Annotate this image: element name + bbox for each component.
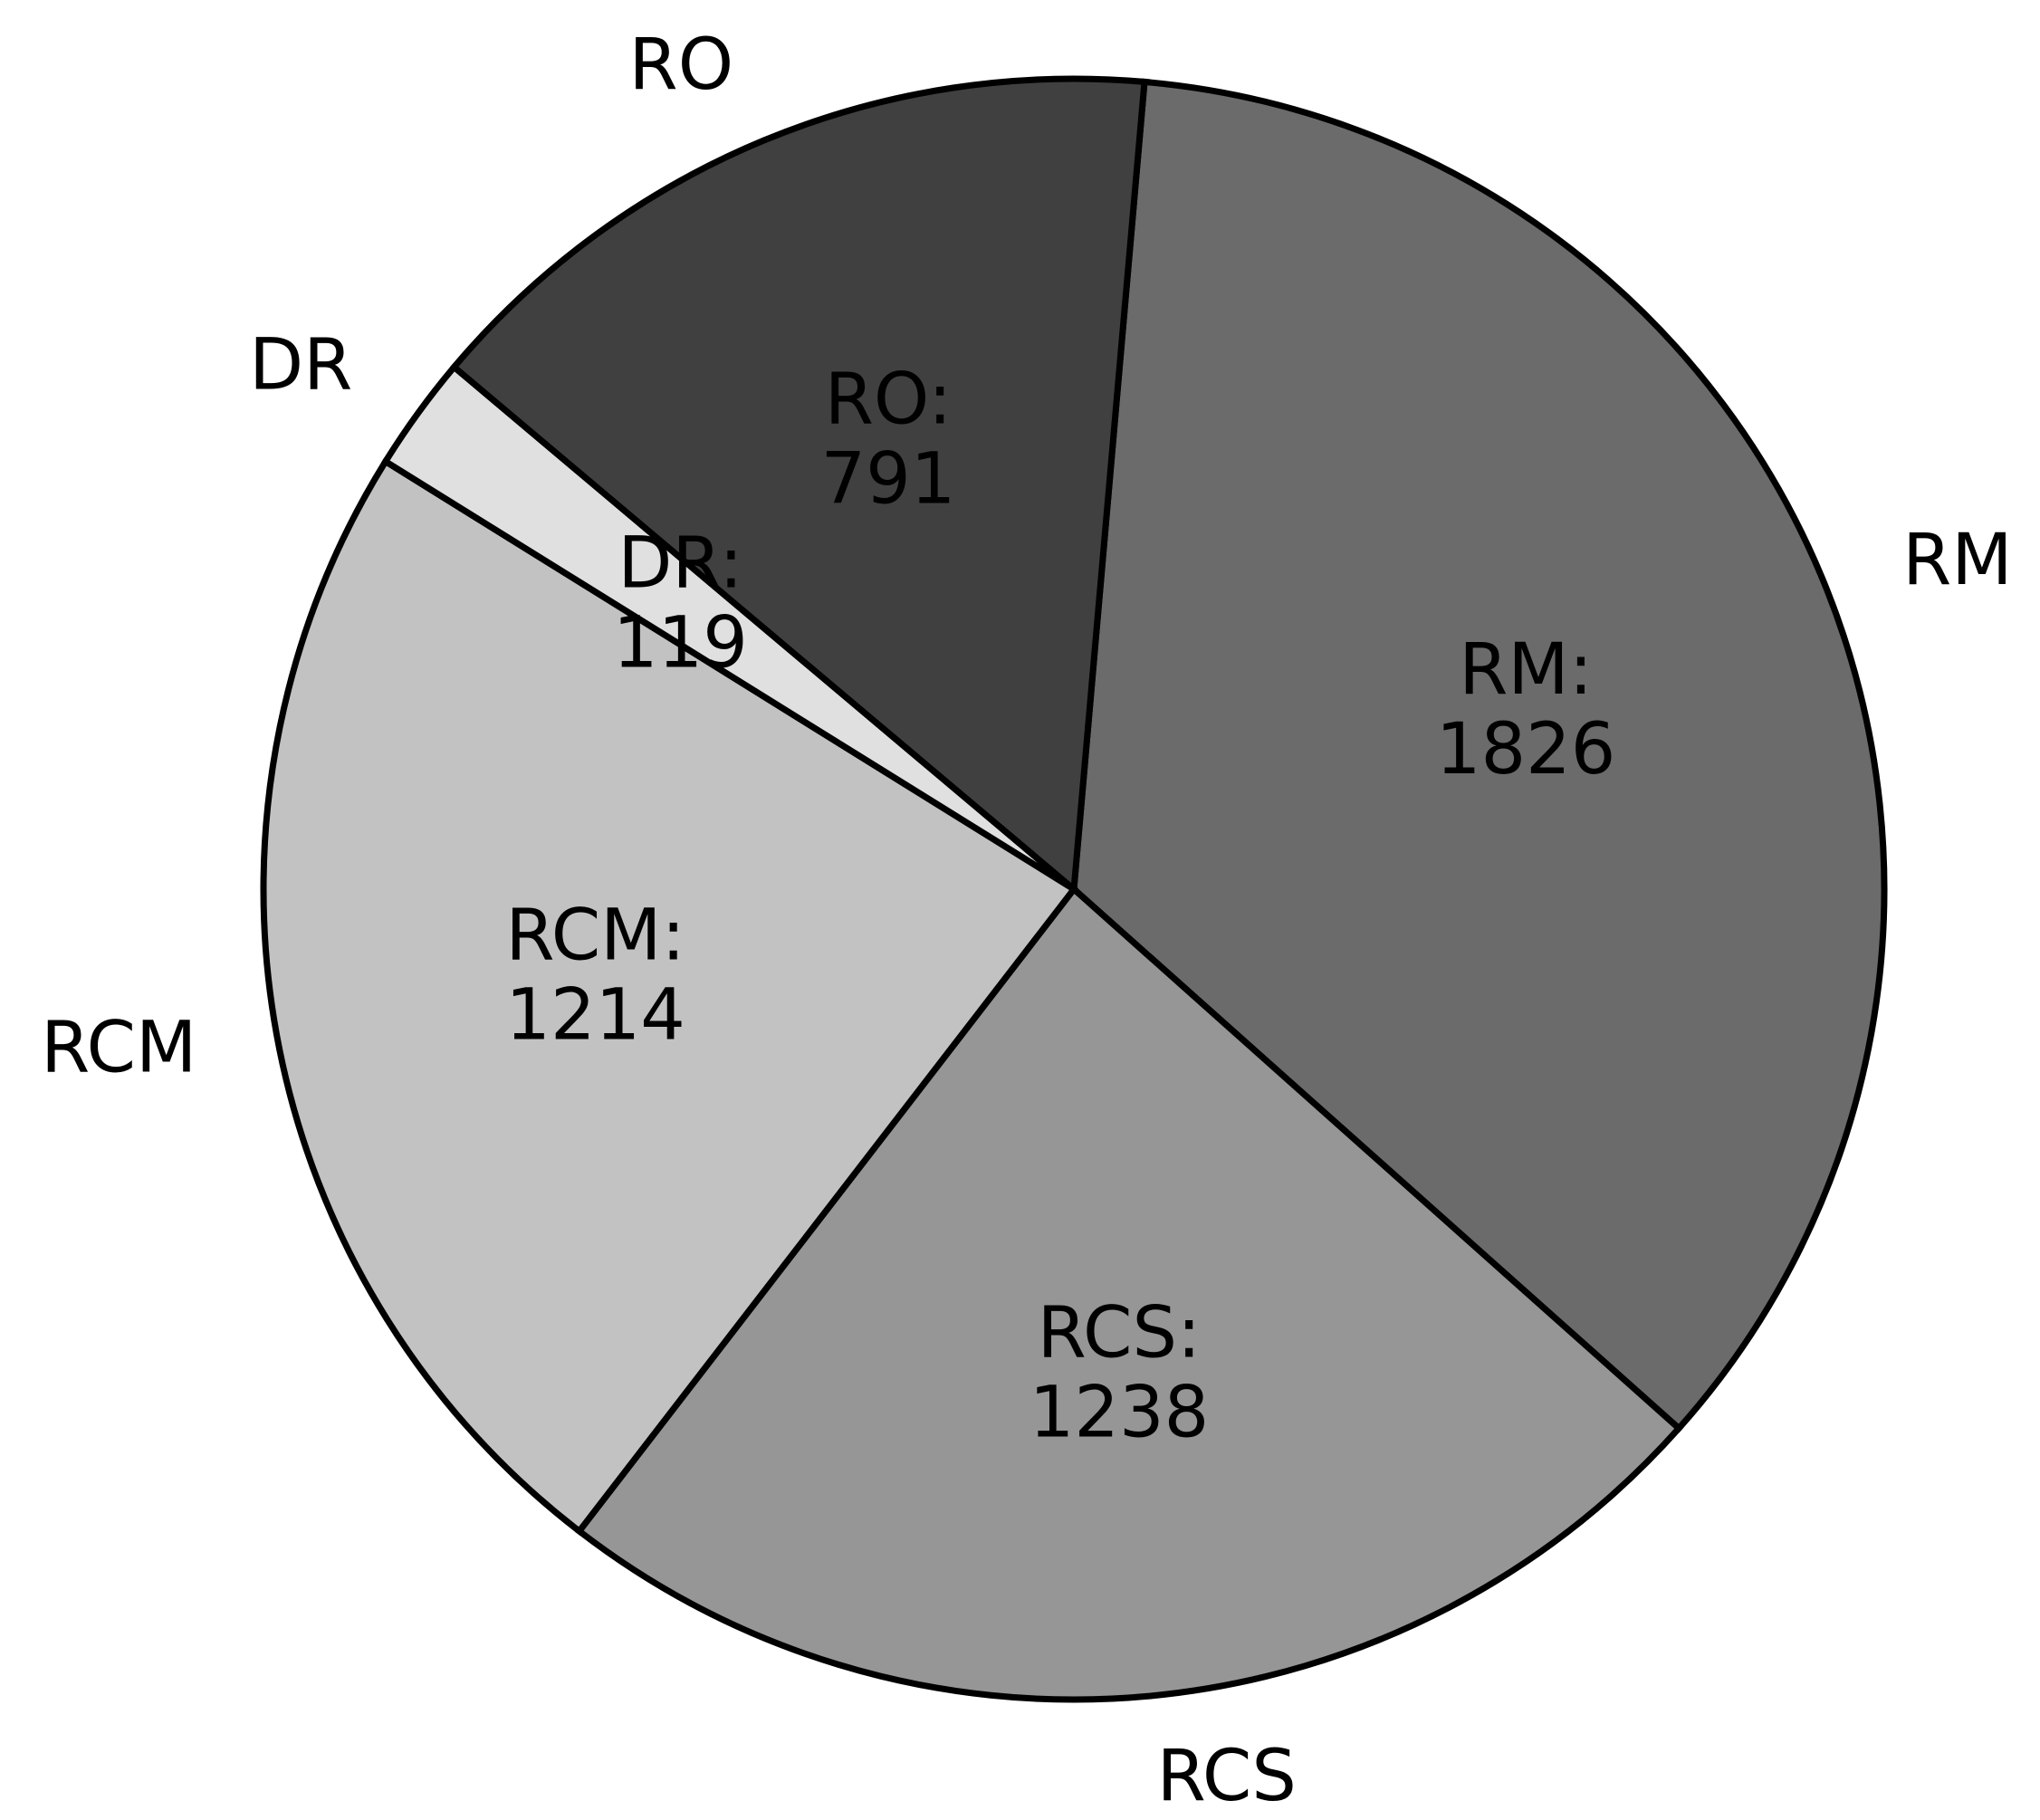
inner-value-rm: 1826: [1436, 709, 1616, 790]
inner-label-rm: RM:: [1459, 629, 1593, 711]
pie-outer-labels: RM RCS RCM DR RO: [41, 24, 2012, 1817]
pie-inner-labels: RM:1826 RCS:1238 RCM:1214 DR:119 RO:791: [505, 359, 1615, 1454]
inner-label-rcs: RCS:: [1038, 1293, 1202, 1375]
outer-label-rcm: RCM: [41, 1007, 196, 1088]
pie-slice-ro: [449, 75, 1148, 896]
outer-label-dr: DR: [249, 325, 352, 407]
inner-value-rcm: 1214: [505, 975, 685, 1057]
inner-value-rcs: 1238: [1030, 1373, 1210, 1454]
inner-label-rcm: RCM:: [505, 896, 685, 977]
outer-label-rm: RM: [1902, 520, 2013, 601]
pie-slice-rcs: [574, 884, 1684, 1703]
pie-slices: [260, 75, 1888, 1703]
inner-value-dr: 119: [613, 602, 748, 684]
outer-label-rcs: RCS: [1157, 1736, 1297, 1817]
inner-value-ro: 791: [821, 439, 956, 521]
outer-label-ro: RO: [629, 24, 734, 106]
pie-slice-rcm: [260, 456, 1079, 1536]
pie-slice-rm: [1070, 78, 1888, 1433]
inner-label-ro: RO:: [825, 359, 953, 441]
inner-label-dr: DR:: [618, 522, 742, 604]
